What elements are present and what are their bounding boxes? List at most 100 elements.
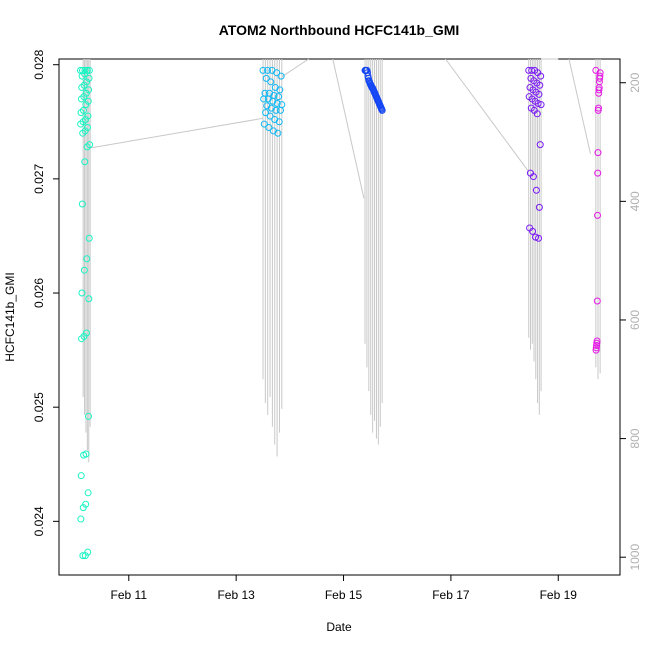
data-point (592, 346, 600, 354)
data-point (532, 186, 540, 194)
data-point (593, 337, 601, 345)
data-point (535, 90, 543, 98)
data-point (81, 552, 89, 560)
data-point (259, 66, 267, 74)
data-point (79, 129, 87, 137)
data-point (80, 266, 88, 274)
pressure-trace (82, 58, 601, 463)
data-point (78, 335, 86, 343)
x-tick-label: Feb 17 (432, 588, 470, 602)
data-point (277, 72, 285, 80)
data-point (260, 120, 268, 128)
data-point (78, 84, 86, 92)
data-point (532, 233, 540, 241)
data-point (82, 116, 90, 124)
data-point (276, 106, 284, 114)
data-point (595, 86, 603, 94)
data-point (594, 169, 602, 177)
x-tick-label: Feb 13 (217, 588, 255, 602)
data-point (267, 78, 275, 86)
y-tick-label: 0.025 (32, 392, 46, 422)
data-point (86, 141, 94, 149)
x-tick-label: Feb 11 (111, 588, 148, 602)
data-point (273, 69, 281, 77)
y2-tick-label: 800 (628, 428, 642, 448)
data-point (262, 74, 270, 82)
data-point (272, 106, 280, 114)
data-point (529, 227, 537, 235)
data-point (77, 95, 85, 103)
data-point (528, 66, 536, 74)
data-point (85, 295, 93, 303)
data-point (537, 101, 545, 109)
data-point (533, 110, 541, 118)
y-axis-label: HCFC141b_GMI (3, 272, 17, 361)
plot-frame (58, 58, 621, 576)
data-point (275, 93, 283, 101)
data-point (84, 412, 92, 420)
data-point (80, 81, 88, 89)
y-tick-label: 0.028 (32, 49, 46, 79)
data-point (594, 106, 602, 114)
data-point (273, 100, 281, 108)
data-point (275, 118, 283, 126)
x-axis-label: Date (326, 620, 352, 634)
pressure-transit-line (281, 58, 309, 78)
data-point (81, 66, 89, 74)
data-point (79, 504, 87, 512)
data-point (77, 515, 85, 523)
data-point (265, 123, 273, 131)
y2-tick-label: 600 (628, 310, 642, 330)
data-point (77, 109, 85, 117)
data-point (535, 234, 543, 242)
pressure-transit-line (568, 58, 591, 155)
data-point (79, 118, 87, 126)
data-point (80, 332, 88, 340)
data-point (274, 129, 282, 137)
data-point (534, 100, 542, 108)
data-point (81, 127, 89, 135)
data-point (260, 95, 268, 103)
pressure-transit-line (445, 58, 530, 172)
data-point (77, 120, 85, 128)
pressure-transit-line (332, 58, 365, 199)
data-point (593, 297, 601, 305)
y2-tick-label: 200 (628, 72, 642, 92)
y-tick-label: 0.026 (32, 278, 46, 308)
x-axis: Feb 11 Feb 13 Feb 15 Feb 17 Feb 19 (111, 575, 578, 602)
data-point (592, 344, 600, 352)
y2-axis-pressure: 200 400 600 800 1000 (620, 72, 642, 571)
data-point (535, 203, 543, 211)
pressure-transit-line (90, 117, 264, 149)
x-tick-label: Feb 19 (540, 588, 578, 602)
data-point (78, 200, 86, 208)
data-point (78, 289, 86, 297)
data-point (83, 255, 91, 263)
data-point (596, 74, 604, 82)
data-point (594, 149, 602, 157)
data-point (378, 106, 386, 114)
data-point (529, 173, 537, 181)
x-tick-label: Feb 15 (325, 588, 363, 602)
data-point (264, 66, 272, 74)
data-point (536, 81, 544, 89)
data-point (80, 451, 88, 459)
data-point (82, 101, 90, 109)
data-points (76, 66, 604, 560)
y-tick-label: 0.024 (32, 506, 46, 536)
data-point (262, 109, 270, 117)
y2-tick-label: 400 (628, 191, 642, 211)
data-point (594, 104, 602, 112)
data-point (80, 93, 88, 101)
data-point (266, 112, 274, 120)
data-point (84, 489, 92, 497)
data-point (83, 143, 91, 151)
data-point (593, 342, 601, 350)
data-point (595, 89, 603, 97)
data-point (593, 339, 601, 347)
data-point (276, 86, 284, 94)
data-point (79, 552, 87, 560)
y2-tick-label: 1000 (628, 544, 642, 571)
data-point (85, 234, 93, 242)
